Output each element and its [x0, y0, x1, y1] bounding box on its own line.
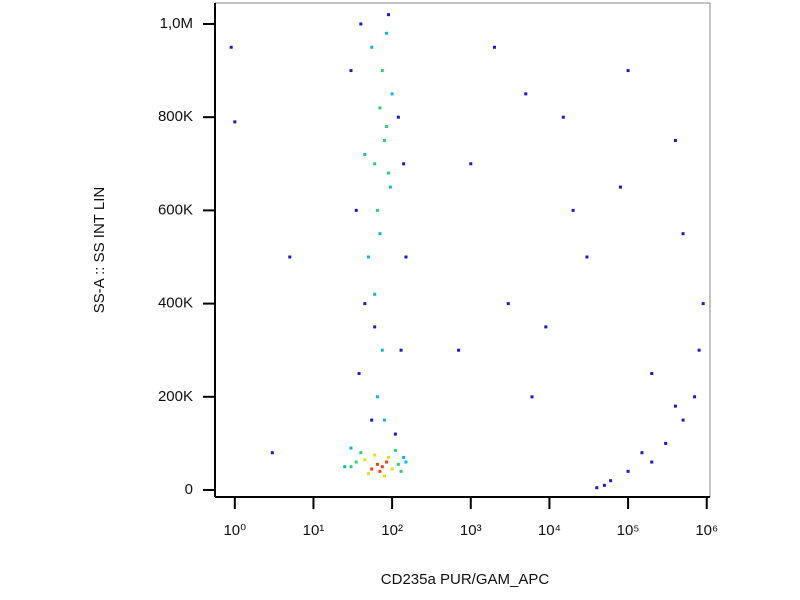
data-point [544, 325, 548, 329]
y-tick-label: 800K [158, 108, 193, 125]
data-point [585, 255, 589, 259]
data-point [359, 451, 363, 455]
data-point [595, 486, 599, 490]
data-point [382, 418, 386, 422]
data-point [396, 115, 400, 119]
data-point [385, 125, 389, 128]
x-tick-label: 10⁵ [617, 522, 640, 539]
data-point [561, 115, 565, 119]
data-point [387, 455, 391, 459]
data-point [343, 465, 347, 469]
data-point [366, 255, 370, 259]
data-point [270, 451, 274, 455]
data-point [370, 467, 374, 471]
data-point [229, 45, 233, 49]
data-point [399, 348, 403, 352]
y-axis-label: SS-A :: SS INT LIN [91, 187, 108, 313]
data-point [375, 395, 379, 399]
x-tick-label: 10⁴ [538, 522, 561, 539]
data-point [366, 472, 370, 476]
data-point [370, 45, 374, 49]
data-point [457, 348, 461, 352]
data-point [664, 441, 668, 445]
data-point [402, 162, 406, 166]
y-tick-label: 400K [158, 295, 193, 312]
data-point [618, 185, 622, 189]
data-point [378, 232, 382, 236]
data-point [673, 404, 677, 408]
data-point [626, 69, 630, 73]
data-point [387, 171, 391, 175]
data-point [370, 418, 374, 422]
data-point [354, 208, 358, 212]
data-point [363, 458, 367, 462]
data-point [380, 465, 384, 469]
data-point [233, 120, 237, 124]
data-point [385, 31, 389, 35]
data-point [492, 45, 496, 49]
data-point [373, 292, 377, 296]
data-point [697, 348, 701, 352]
data-point [390, 92, 394, 96]
y-tick-label: 1,0M [160, 15, 193, 32]
data-point [650, 460, 654, 464]
data-point [378, 469, 382, 473]
x-tick-label: 10² [381, 522, 403, 539]
data-point [640, 451, 644, 455]
data-point [354, 460, 358, 464]
data-point [524, 92, 528, 96]
data-point [375, 462, 379, 466]
data-point [363, 302, 367, 306]
x-axis-label: CD235a PUR/GAM_APC [381, 571, 550, 588]
y-tick-label: 200K [158, 388, 193, 405]
data-point [399, 469, 403, 473]
data-point [349, 465, 353, 469]
x-tick-label: 10¹ [303, 522, 325, 539]
data-point [571, 208, 575, 212]
x-tick-label: 10⁰ [223, 522, 246, 539]
data-point [388, 185, 392, 189]
data-point [375, 208, 379, 212]
data-point [349, 69, 353, 73]
data-point [387, 13, 391, 17]
data-point [378, 106, 382, 110]
data-point [357, 372, 361, 375]
data-point [404, 460, 408, 464]
data-point [626, 469, 630, 473]
data-point [363, 152, 367, 156]
data-point [650, 372, 654, 375]
data-point [382, 474, 386, 478]
data-point [385, 460, 389, 464]
data-point [390, 467, 394, 471]
data-point [681, 232, 685, 236]
data-point [382, 138, 386, 142]
data-point [469, 162, 473, 166]
data-point [373, 162, 377, 166]
data-point [349, 446, 353, 450]
data-point [701, 302, 705, 306]
x-tick-label: 10³ [460, 522, 482, 539]
data-point [609, 479, 613, 483]
x-tick-label: 10⁶ [695, 522, 718, 539]
data-point [393, 448, 397, 452]
data-point [373, 453, 377, 457]
data-point [506, 302, 510, 306]
data-point [530, 395, 534, 399]
data-point [681, 418, 685, 422]
y-tick-label: 0 [185, 481, 193, 498]
data-point [396, 462, 400, 466]
data-point [402, 455, 406, 459]
y-tick-label: 600K [158, 201, 193, 218]
data-point [393, 432, 397, 436]
data-point [380, 348, 384, 352]
data-point [380, 69, 384, 73]
data-point [288, 255, 292, 259]
data-point [602, 483, 606, 487]
data-point [693, 395, 697, 399]
data-point [359, 22, 363, 26]
data-point [373, 325, 377, 329]
data-point [404, 255, 408, 259]
data-point [673, 138, 677, 142]
